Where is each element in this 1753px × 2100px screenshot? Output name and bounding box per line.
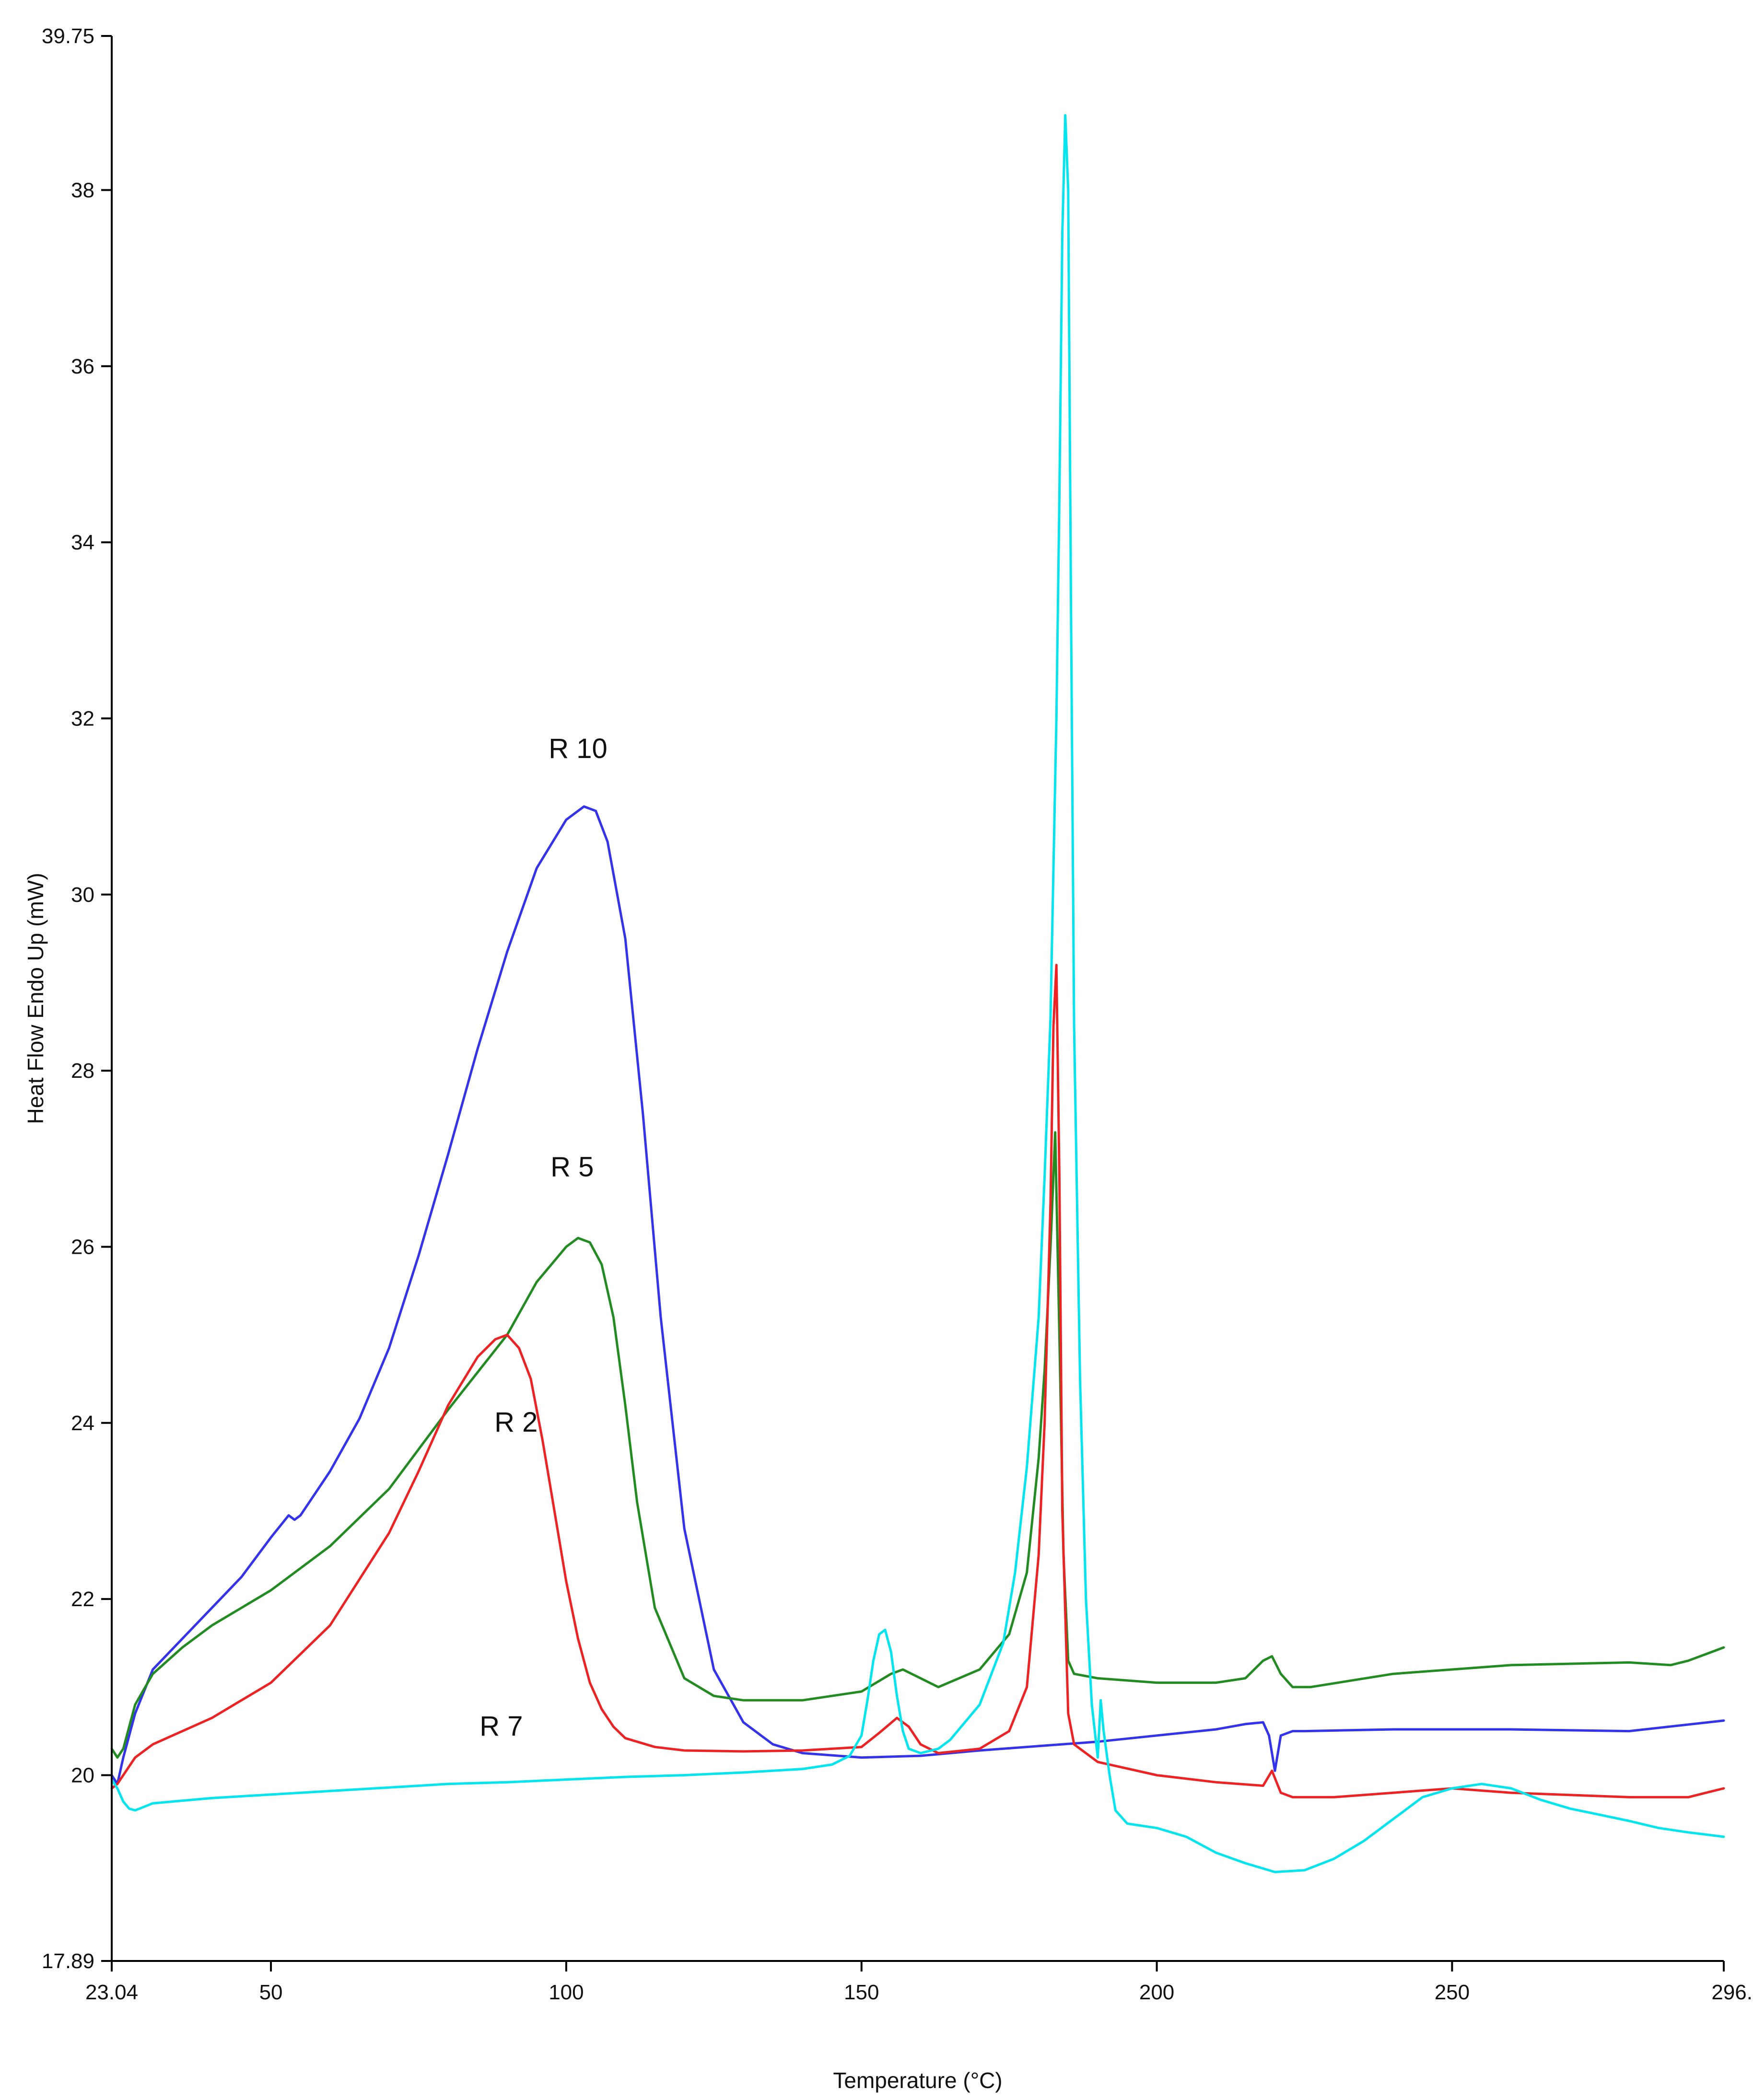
x-tick-label: 23.04: [85, 1981, 138, 2004]
x-tick-label: 100: [549, 1981, 584, 2004]
x-tick-label: 250: [1435, 1981, 1470, 2004]
y-tick-label: 28: [71, 1059, 94, 1083]
axes-layer: [111, 36, 1724, 1962]
series-line-2: [110, 1131, 1725, 1759]
series-line-3: [110, 964, 1725, 1798]
series-annotation: R 5: [550, 1152, 594, 1183]
x-tick-label: 150: [844, 1981, 879, 2004]
series-line-1: [110, 805, 1725, 1785]
y-tick-label: 26: [71, 1235, 94, 1259]
x-axis-ticks: 23.04 50 100 150 200 250 296.: [85, 1961, 1753, 2004]
series-line-4: [110, 114, 1725, 1873]
y-tick-label: 24: [71, 1412, 94, 1435]
series-layer: [110, 114, 1725, 1873]
x-tick-label: 200: [1139, 1981, 1174, 2004]
y-tick-label: 17.89: [42, 1949, 94, 1973]
x-axis-title: Temperature (°C): [833, 2068, 1002, 2093]
y-tick-label: 38: [71, 178, 94, 202]
y-tick-label: 39.75: [42, 24, 94, 48]
x-tick-label: 296.: [1711, 1981, 1753, 2004]
series-annotation: R 7: [479, 1711, 523, 1742]
x-tick-label: 50: [259, 1981, 283, 2004]
series-annotation: R 10: [549, 733, 608, 764]
y-tick-label: 22: [71, 1587, 94, 1611]
y-tick-label: 32: [71, 707, 94, 730]
y-tick-label: 34: [71, 531, 94, 554]
y-tick-label: 36: [71, 355, 94, 378]
y-tick-label: 20: [71, 1763, 94, 1787]
series-annotation: R 2: [494, 1407, 538, 1438]
y-tick-label: 30: [71, 883, 94, 907]
y-axis-ticks: 17.89 20 22 24 26 28 30 32 34 36 38 39.75: [42, 24, 112, 1973]
y-axis-title: Heat Flow Endo Up (mW): [23, 873, 48, 1124]
annotation-layer: R 10 R 5 R 2 R 7: [479, 733, 608, 1742]
